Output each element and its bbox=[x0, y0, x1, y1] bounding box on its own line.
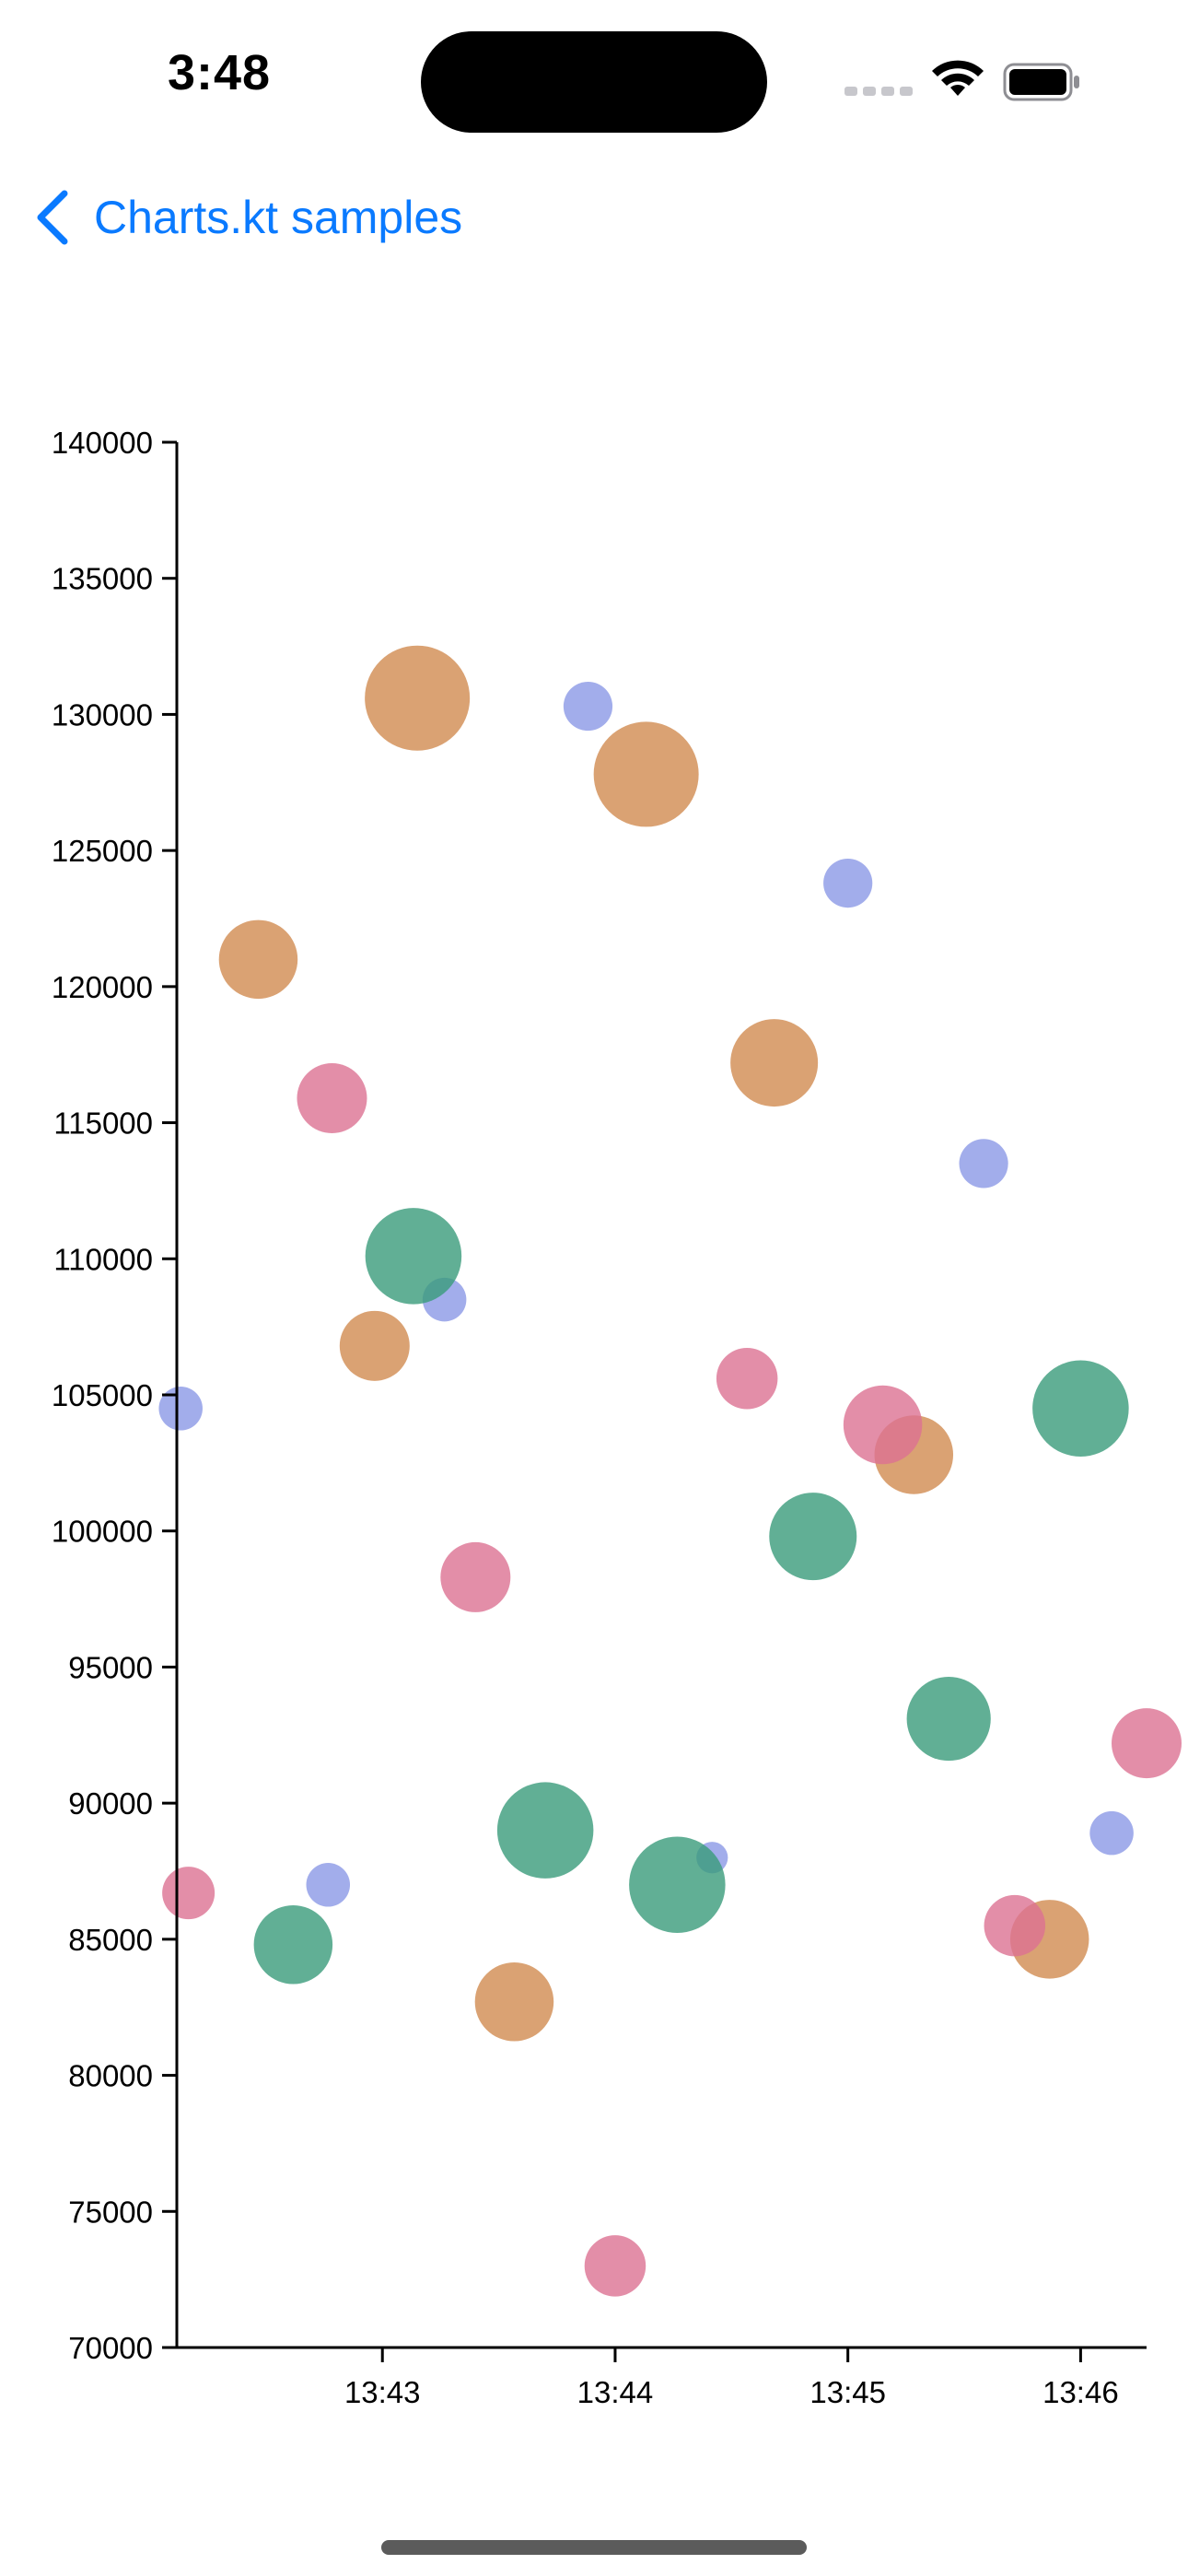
y-tick-label-14: 140000 bbox=[52, 426, 153, 460]
y-tick-label-6: 100000 bbox=[52, 1515, 153, 1549]
chevron-left-icon bbox=[37, 190, 68, 245]
bubble-s0-p0[interactable] bbox=[218, 919, 298, 1000]
y-tick-label-2: 80000 bbox=[68, 2059, 153, 2093]
bubble-s2-p2[interactable] bbox=[496, 1782, 594, 1879]
back-button[interactable]: Charts.kt samples bbox=[31, 181, 462, 254]
bubble-s1-p7[interactable] bbox=[1089, 1810, 1134, 1856]
bubble-s1-p6[interactable] bbox=[959, 1139, 1008, 1188]
x-tick-label-1: 13:44 bbox=[577, 2375, 654, 2409]
bubble-s3-p2[interactable] bbox=[440, 1541, 511, 1612]
y-tick-label-8: 110000 bbox=[53, 1242, 153, 1276]
bubble-s1-p5[interactable] bbox=[823, 858, 873, 908]
chart-canvas: 70000 75000 80000 85000 90000 95000 100000 1050… bbox=[52, 426, 1182, 2409]
bubble-s0-p1[interactable] bbox=[365, 645, 471, 751]
y-tick-label-9: 115000 bbox=[53, 1107, 153, 1141]
y-tick-label-10: 120000 bbox=[52, 970, 153, 1004]
bubble-s3-p7[interactable] bbox=[1112, 1708, 1182, 1779]
bubble-s2-p3[interactable] bbox=[629, 1836, 726, 1934]
y-tick-label-5: 95000 bbox=[68, 1650, 153, 1684]
y-tick-label-0: 70000 bbox=[68, 2331, 153, 2365]
battery-icon bbox=[1003, 63, 1079, 101]
bubble-s3-p3[interactable] bbox=[584, 2235, 646, 2297]
dynamic-island bbox=[421, 31, 767, 133]
bubble-s3-p4[interactable] bbox=[716, 1348, 778, 1410]
x-tick-label-0: 13:43 bbox=[344, 2375, 421, 2409]
home-indicator[interactable] bbox=[381, 2540, 807, 2555]
status-time: 3:48 bbox=[168, 45, 272, 100]
bubble-s0-p4[interactable] bbox=[730, 1019, 819, 1107]
y-tick-label-4: 90000 bbox=[68, 1786, 153, 1821]
bubble-s3-p0[interactable] bbox=[162, 1867, 215, 1920]
bubble-s2-p0[interactable] bbox=[253, 1905, 333, 1985]
axes-layer: 70000 75000 80000 85000 90000 95000 100000 1050… bbox=[52, 426, 1147, 2409]
y-tick-label-12: 130000 bbox=[52, 697, 153, 732]
bubble-s1-p3[interactable] bbox=[563, 681, 613, 732]
navigation-bar: Charts.kt samples bbox=[0, 166, 1188, 267]
bubble-s1-p0[interactable] bbox=[158, 1387, 203, 1431]
bubble-s2-p4[interactable] bbox=[769, 1493, 857, 1581]
bubble-s1-p1[interactable] bbox=[306, 1863, 351, 1907]
bubble-s0-p3[interactable] bbox=[593, 721, 699, 827]
back-button-label: Charts.kt samples bbox=[94, 192, 463, 243]
bubbles-layer bbox=[158, 645, 1182, 2297]
cellular-dots-icon bbox=[844, 87, 913, 96]
bubble-s3-p5[interactable] bbox=[843, 1385, 923, 1465]
bubble-s3-p6[interactable] bbox=[984, 1894, 1046, 1957]
bubble-s2-p1[interactable] bbox=[365, 1208, 462, 1305]
x-tick-label-2: 13:45 bbox=[809, 2375, 886, 2409]
bubble-s2-p6[interactable] bbox=[1032, 1360, 1129, 1458]
bubble-s0-p5[interactable] bbox=[474, 1962, 554, 2042]
bubble-s2-p5[interactable] bbox=[906, 1676, 991, 1762]
wifi-icon bbox=[932, 60, 984, 96]
bubble-chart: 70000 75000 80000 85000 90000 95000 100000 1050… bbox=[0, 369, 1188, 2432]
bubble-s0-p2[interactable] bbox=[339, 1310, 410, 1381]
y-tick-label-7: 105000 bbox=[52, 1378, 153, 1412]
y-tick-label-11: 125000 bbox=[52, 834, 153, 868]
status-bar: 3:48 bbox=[0, 0, 1188, 157]
y-tick-label-1: 75000 bbox=[68, 2195, 153, 2229]
y-tick-label-13: 135000 bbox=[52, 562, 153, 596]
bubble-s3-p1[interactable] bbox=[297, 1062, 367, 1133]
y-tick-label-3: 85000 bbox=[68, 1923, 153, 1957]
x-tick-label-3: 13:46 bbox=[1042, 2375, 1119, 2409]
status-icons bbox=[844, 60, 1079, 101]
